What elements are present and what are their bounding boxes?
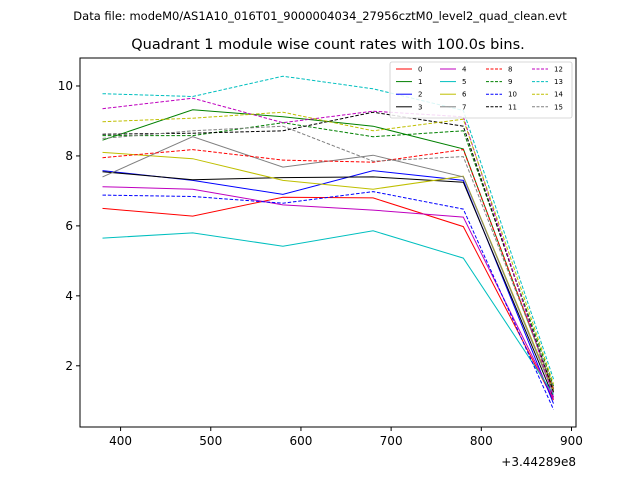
legend-label-3: 3 [418, 103, 422, 111]
legend-label-11: 11 [508, 103, 517, 111]
x-tick-label: 600 [289, 434, 312, 448]
y-tick-label: 6 [65, 219, 73, 233]
series-line-0 [102, 196, 554, 401]
legend-label-8: 8 [508, 66, 512, 74]
legend-label-1: 1 [418, 78, 422, 86]
legend-frame [389, 61, 573, 119]
legend-label-2: 2 [418, 91, 422, 99]
chart-title: Quadrant 1 module wise count rates with … [131, 37, 525, 53]
y-tick-label: 2 [65, 359, 73, 373]
series-line-3 [102, 171, 554, 398]
legend-label-10: 10 [508, 91, 517, 99]
legend-label-9: 9 [508, 78, 512, 86]
y-tick-label: 4 [65, 289, 73, 303]
series-line-4 [102, 186, 554, 400]
x-tick-label: 400 [109, 434, 132, 448]
legend-label-5: 5 [462, 78, 466, 86]
x-offset-label: +3.44289e8 [501, 455, 576, 469]
legend-label-14: 14 [554, 91, 563, 99]
legend-label-0: 0 [418, 66, 422, 74]
x-tick-label: 900 [560, 434, 583, 448]
series-line-12 [102, 97, 554, 398]
series-line-5 [102, 230, 554, 395]
x-tick-label: 500 [199, 434, 222, 448]
legend-label-13: 13 [554, 78, 563, 86]
legend-label-6: 6 [462, 91, 467, 99]
y-tick-label: 10 [58, 79, 73, 93]
legend-label-15: 15 [554, 103, 563, 111]
legend-label-4: 4 [462, 66, 467, 74]
series-line-2 [102, 170, 554, 404]
series-line-8 [102, 149, 554, 389]
series-line-9 [102, 122, 554, 387]
series-line-1 [102, 109, 554, 390]
series-line-7 [102, 136, 554, 394]
series-line-10 [102, 191, 554, 410]
legend-label-7: 7 [462, 103, 466, 111]
series-line-11 [102, 111, 554, 393]
y-tick-label: 8 [65, 149, 73, 163]
legend-label-12: 12 [554, 66, 563, 74]
x-tick-label: 800 [470, 434, 493, 448]
series-line-14 [102, 111, 554, 385]
axes-frame [79, 57, 577, 428]
series-line-13 [102, 75, 554, 380]
series-layer [102, 75, 554, 410]
x-tick-label: 700 [380, 434, 403, 448]
series-line-15 [102, 125, 554, 388]
chart-suptitle: Data file: modeM0/AS1A10_016T01_90000040… [73, 9, 567, 23]
axis-ticks: 400 500 600 700 800 900 2 4 6 8 10 [58, 79, 583, 448]
